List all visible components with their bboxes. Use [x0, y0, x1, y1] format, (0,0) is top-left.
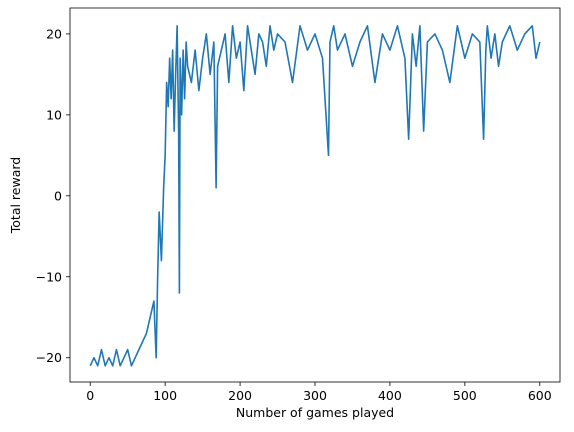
series-line-0 — [89, 25, 541, 367]
y-axis-label: Total reward — [8, 157, 23, 234]
y-tick-label: −10 — [36, 269, 62, 284]
x-tick-label: 100 — [153, 388, 177, 403]
y-tick-label: 10 — [46, 107, 62, 122]
y-tick-label: 0 — [54, 188, 62, 203]
plot-area — [89, 25, 541, 367]
x-tick-label: 0 — [86, 388, 94, 403]
x-axis-label: Number of games played — [236, 405, 394, 420]
y-tick-label: −20 — [36, 350, 62, 365]
axes-frame — [69, 7, 561, 383]
y-axis-ticks: −20 −10 0 10 20 — [36, 26, 70, 365]
y-tick-label: 20 — [46, 26, 62, 41]
x-tick-label: 300 — [303, 388, 327, 403]
x-axis-ticks: 0 100 200 300 400 500 600 — [86, 382, 552, 403]
x-tick-label: 600 — [528, 388, 552, 403]
x-tick-label: 500 — [453, 388, 477, 403]
x-tick-label: 200 — [228, 388, 252, 403]
x-tick-label: 400 — [378, 388, 402, 403]
